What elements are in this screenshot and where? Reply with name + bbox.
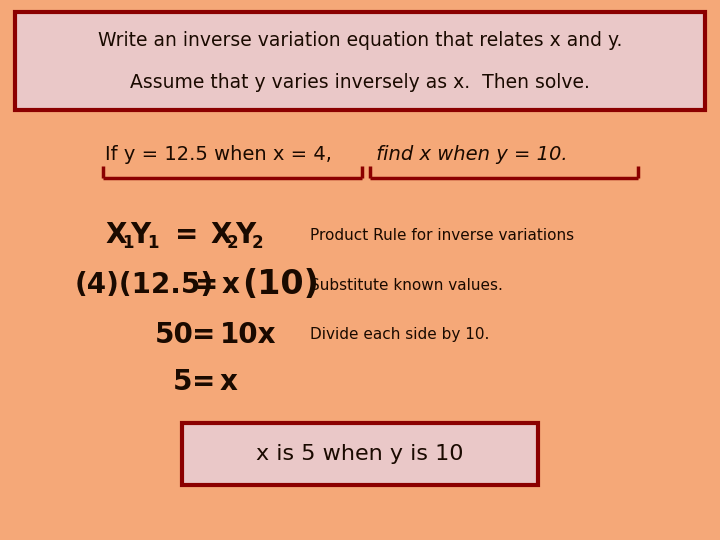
FancyBboxPatch shape: [15, 12, 705, 110]
Text: Y: Y: [130, 221, 150, 249]
Text: find x when y = 10.: find x when y = 10.: [370, 145, 567, 165]
Text: =: =: [175, 221, 199, 249]
Text: x is 5 when y is 10: x is 5 when y is 10: [256, 444, 464, 464]
Text: (4)(12.5): (4)(12.5): [75, 271, 214, 299]
Text: Y: Y: [235, 221, 256, 249]
Text: Product Rule for inverse variations: Product Rule for inverse variations: [310, 227, 574, 242]
Text: 10x: 10x: [220, 321, 276, 349]
Text: =: =: [192, 321, 215, 349]
Text: If y = 12.5 when x = 4,: If y = 12.5 when x = 4,: [105, 145, 332, 165]
Text: x: x: [222, 271, 240, 299]
Text: 5: 5: [173, 368, 192, 396]
Text: 1: 1: [122, 234, 133, 252]
Text: =: =: [192, 368, 215, 396]
Text: Substitute known values.: Substitute known values.: [310, 278, 503, 293]
Text: Divide each side by 10.: Divide each side by 10.: [310, 327, 490, 342]
Text: Assume that y varies inversely as x.  Then solve.: Assume that y varies inversely as x. The…: [130, 72, 590, 91]
Text: (10): (10): [242, 268, 319, 301]
Text: x: x: [220, 368, 238, 396]
Text: X: X: [105, 221, 127, 249]
Text: 50: 50: [155, 321, 194, 349]
FancyBboxPatch shape: [182, 423, 538, 485]
Text: Write an inverse variation equation that relates x and y.: Write an inverse variation equation that…: [98, 30, 622, 50]
Text: =: =: [195, 271, 218, 299]
Text: X: X: [210, 221, 231, 249]
Text: 1: 1: [147, 234, 158, 252]
Text: 2: 2: [227, 234, 238, 252]
Text: 2: 2: [252, 234, 264, 252]
